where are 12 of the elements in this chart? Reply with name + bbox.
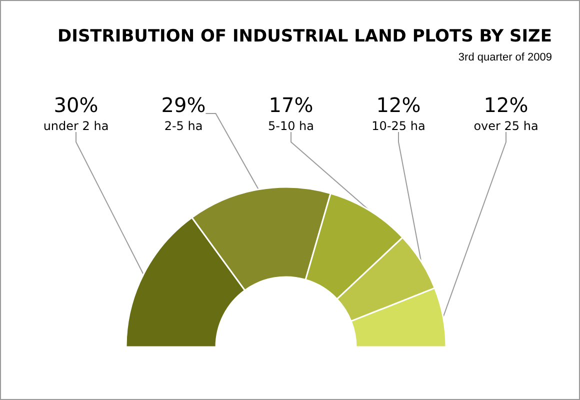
data-label: 30%	[54, 93, 98, 117]
data-label: 17%	[268, 93, 314, 117]
chart-subtitle: 3rd quarter of 2009	[458, 52, 552, 64]
slice-label: 5-10 ha	[268, 119, 314, 133]
slice-label: 10-25 ha	[372, 119, 426, 133]
data-label: 29%	[161, 93, 206, 117]
slice-label: over 25 ha	[474, 119, 538, 133]
slice-label: 2-5 ha	[164, 119, 203, 133]
data-label: 12%	[376, 93, 421, 117]
data-label: 12%	[484, 93, 528, 117]
chart-title: DISTRIBUTION OF INDUSTRIAL LAND PLOTS BY SIZE	[58, 26, 552, 46]
slice-label: under 2 ha	[43, 119, 109, 133]
